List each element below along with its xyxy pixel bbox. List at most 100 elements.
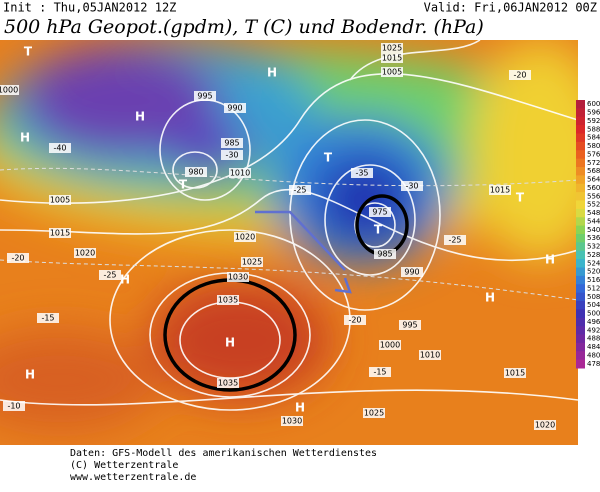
colorbar-label: 528 [587,251,600,259]
colorbar-label: 484 [587,343,600,351]
colorbar-swatch [576,183,585,193]
contour-label: 980 [188,168,203,177]
pressure-center: T [324,151,333,165]
colorbar-swatch [576,334,585,344]
colorbar-swatch [576,225,585,235]
colorbar-swatch [576,351,585,361]
contour-label: -30 [225,151,238,160]
contour-label: -20 [11,254,24,263]
label-box [379,340,401,350]
label-box [281,416,303,426]
contour-label: 990 [227,104,242,113]
colorbar-label: 584 [587,134,600,142]
colorbar-label: 560 [587,184,600,192]
label-box [3,401,25,411]
label-box [74,248,96,258]
contour-label: -25 [293,186,306,195]
map-title: 500 hPa Geopot.(gpdm), T (C) und Bodendr… [4,16,484,38]
pressure-center: H [25,368,35,382]
colorbar-swatch [576,175,585,185]
colorbar-label: 532 [587,243,600,251]
colorbar-label: 536 [587,234,600,242]
colorbar-label: 576 [587,150,600,158]
label-box [194,91,216,101]
contour-label: -20 [513,71,526,80]
colorbar-label: 544 [587,217,600,225]
contour-label: 1020 [535,421,555,430]
colorbar-label: 568 [587,167,600,175]
colorbar-label: 500 [587,310,600,318]
label-box [374,249,396,259]
label-box [369,207,391,217]
colorbar-label: 504 [587,301,600,309]
colorbar-swatch [576,200,585,210]
pressure-center: H [267,66,277,80]
colorbar-label: 600 [587,100,600,108]
colorbar-label: 596 [587,109,600,117]
label-box [344,315,366,325]
label-box [221,150,243,160]
colorbar-swatch [576,284,585,294]
colorbar-swatch [576,234,585,243]
label-box [351,168,373,178]
colorbar-swatch [576,150,585,160]
colorbar-swatch [576,108,585,118]
label-box [217,378,239,388]
contour-label: 1015 [490,186,510,195]
contour-label: 1020 [75,249,95,258]
contour-label: 1025 [364,409,384,418]
colorbar-swatch [576,100,585,109]
label-box [49,228,71,238]
colorbar-label: 488 [587,335,600,343]
contour-label: -10 [7,402,20,411]
label-box [363,408,385,418]
pressure-center: H [485,291,495,305]
colorbar-swatch [576,192,585,201]
label-box [401,267,423,277]
colorbar-swatch [576,292,585,302]
colorbar-swatch [576,259,585,268]
colorbar-swatch [576,158,585,168]
map-field: 1035 1035 1030 1025 1020 1020 1015 1010 995 985 98… [0,40,578,445]
contour-label: -40 [53,144,66,153]
colorbar-swatch [576,275,585,285]
contour-label: 1035 [218,296,238,305]
colorbar-swatch [576,309,585,319]
label-box [444,235,466,245]
label-box [37,313,59,323]
contour-label: -30 [405,182,418,191]
colorbar-swatch [576,326,585,335]
contour-label: 1025 [382,44,402,53]
colorbar-swatch [576,317,585,327]
pressure-center: H [545,253,555,267]
colorbar-swatch [576,250,585,260]
colorbar-label: 540 [587,226,600,234]
label-box [0,85,19,95]
contour-label: -15 [373,368,386,377]
contour-label: -20 [348,316,361,325]
label-box [229,168,251,178]
label-box [49,143,71,153]
label-box [381,43,403,53]
label-box [241,257,263,267]
label-box [399,320,421,330]
pressure-center: T [24,45,33,59]
colorbar-label: 516 [587,276,600,284]
contour-label: 1005 [50,196,70,205]
footer-line: www.wetterzentrale.de [70,472,196,483]
contour-label: 985 [377,250,392,259]
colorbar-label: 564 [587,176,600,184]
contour-label: 990 [404,268,419,277]
contour-label: 1035 [218,379,238,388]
label-box [401,181,423,191]
label-box [504,368,526,378]
colorbar-label: 520 [587,268,600,276]
label-box [221,138,243,148]
contour-label: 995 [402,321,417,330]
colorbar-label: 592 [587,117,600,125]
arrow [334,277,352,294]
colorbar-swatch [576,141,585,151]
footer-line: Daten: GFS-Modell des amerikanischen Wet… [70,448,377,459]
pressure-center: T [516,191,525,205]
